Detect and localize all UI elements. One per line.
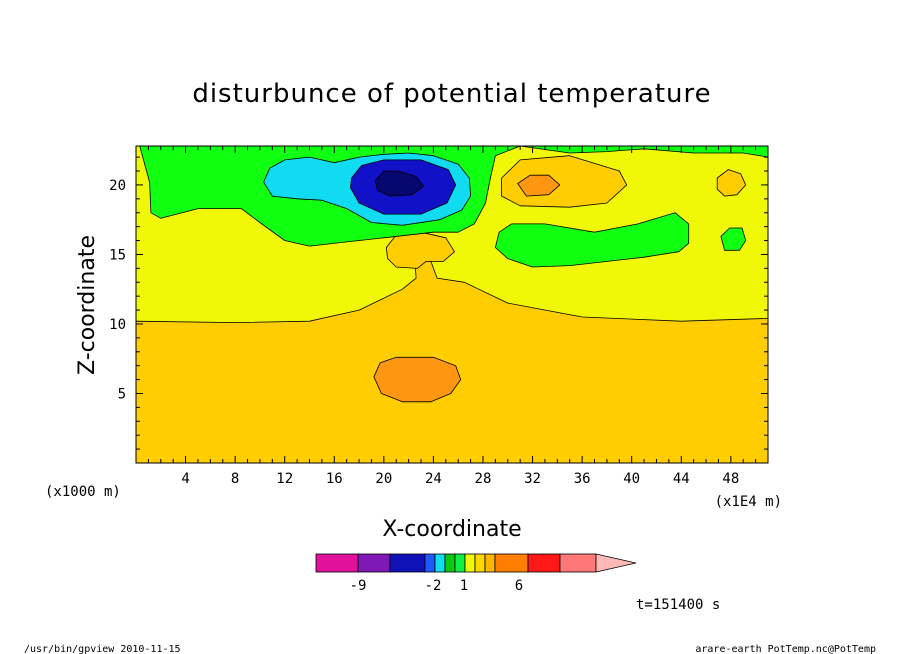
- colorbar-segment: [559, 553, 597, 573]
- x-tick-label: 12: [276, 471, 293, 487]
- colorbar-segment: [434, 553, 446, 573]
- chart-title: disturbunce of potential temperature: [192, 79, 711, 109]
- colorbar-segment: [315, 553, 359, 573]
- colorbar-segment: [484, 553, 496, 573]
- y-tick-label: 15: [109, 247, 126, 263]
- colorbar-segment: [357, 553, 391, 573]
- colorbar-label: -2: [425, 578, 442, 594]
- contour-region: [373, 356, 462, 403]
- x-tick-label: 4: [181, 471, 189, 487]
- colorbar-segment: [424, 553, 436, 573]
- x-tick-label: 24: [425, 471, 442, 487]
- x-tick-label: 8: [231, 471, 239, 487]
- x-tick-label: 16: [326, 471, 343, 487]
- plot-frame: [135, 145, 769, 464]
- contour-region: [495, 212, 690, 268]
- colorbar-segment: [444, 553, 456, 573]
- x-tick-label: 36: [574, 471, 591, 487]
- contour-regions: [135, 145, 769, 464]
- footer-right: arare-earth_PotTemp.nc@PotTemp: [695, 644, 876, 654]
- y-tick-label: 5: [118, 386, 126, 402]
- time-label: t=151400 s: [636, 597, 720, 613]
- footer-left: /usr/bin/gpview 2010-11-15: [24, 644, 181, 654]
- y-tick-label: 10: [109, 317, 126, 333]
- x-tick-label: 44: [673, 471, 690, 487]
- y-tick-label: 20: [109, 178, 126, 194]
- x-tick-label: 28: [475, 471, 492, 487]
- x-tick-label: 20: [375, 471, 392, 487]
- colorbar-extension-arrow: [595, 553, 637, 573]
- contour-region: [716, 169, 747, 197]
- x-tick-label: 32: [524, 471, 541, 487]
- colorbar-segment: [464, 553, 476, 573]
- colorbar-segment: [454, 553, 466, 573]
- contour-region: [517, 174, 561, 197]
- x-tick-label: 40: [623, 471, 640, 487]
- colorbar: [315, 553, 637, 573]
- x-axis-label: X-coordinate: [382, 517, 521, 542]
- contour-region: [720, 227, 747, 251]
- colorbar-segment: [527, 553, 561, 573]
- colorbar-label: 1: [460, 578, 468, 594]
- plot-area: [135, 145, 769, 464]
- colorbar-label: -9: [350, 578, 367, 594]
- colorbar-labels: -9 -2 1 6: [350, 578, 524, 594]
- colorbar-label: 6: [515, 578, 523, 594]
- x-tick-label: 48: [722, 471, 739, 487]
- colorbar-segment: [389, 553, 426, 573]
- colorbar-segment: [474, 553, 486, 573]
- x-axis: 4 8 12 16 20 24 28 32 36 40 44 48: [147, 146, 757, 487]
- x-unit-left: (x1000 m): [45, 484, 121, 500]
- y-axis-label: Z-coordinate: [75, 235, 100, 375]
- x-unit-right: (x1E4 m): [715, 494, 782, 510]
- colorbar-segment: [494, 553, 529, 573]
- contour-region: [374, 170, 424, 197]
- y-axis: 5 10 15 20: [109, 156, 768, 450]
